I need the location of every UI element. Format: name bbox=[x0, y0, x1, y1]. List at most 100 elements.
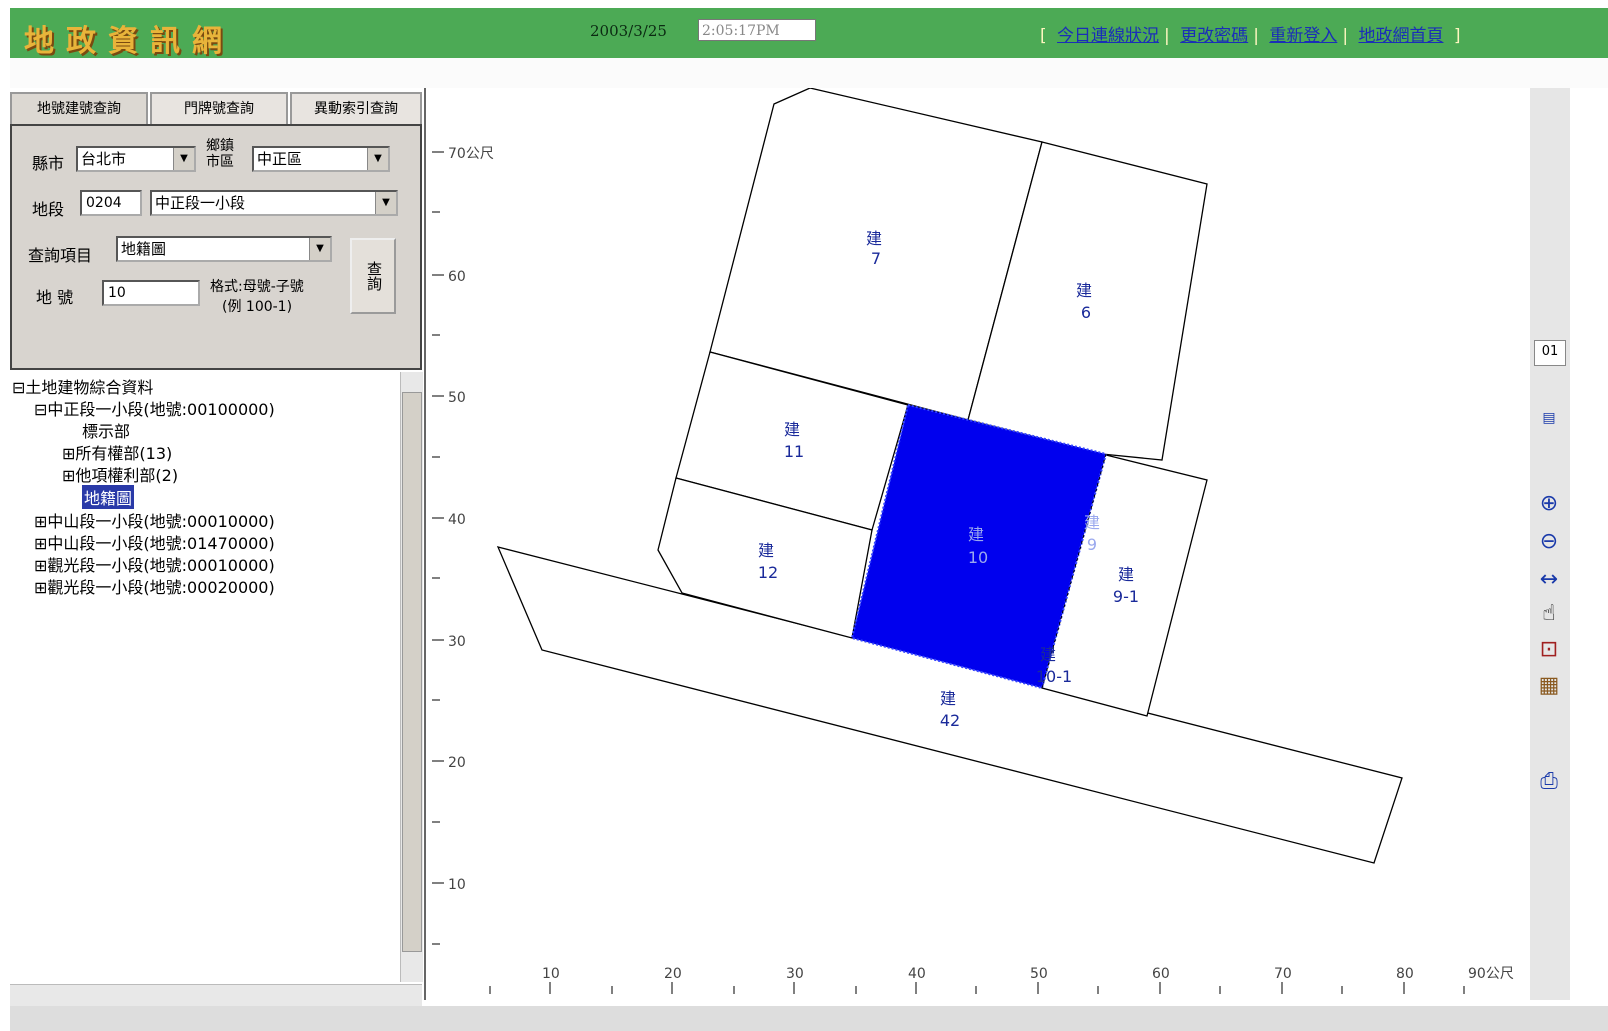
y-tick-label: 50 bbox=[448, 390, 466, 406]
pan-horizontal-icon[interactable]: ↔ bbox=[1539, 567, 1559, 592]
parcel-6[interactable] bbox=[967, 141, 1208, 461]
print-icon[interactable]: ⎙ bbox=[1540, 769, 1558, 794]
parcel-label-prefix: 建 bbox=[1084, 513, 1100, 532]
tree-root-label: 土地建物綜合資料 bbox=[25, 378, 154, 397]
link-relogin[interactable]: 重新登入 bbox=[1269, 26, 1338, 46]
tab-address-query[interactable]: 門牌號查詢 bbox=[150, 92, 288, 124]
parcel-label-number: 9 bbox=[1087, 535, 1097, 554]
parcel-number-label: 地 號 bbox=[36, 288, 74, 307]
section-label: 地段 bbox=[32, 200, 65, 219]
query-tabs: 地號建號查詢 門牌號查詢 異動索引查詢 bbox=[10, 92, 422, 126]
district-select-value: 中正區 bbox=[257, 150, 303, 168]
section-select[interactable]: 中正段一小段 ▼ bbox=[150, 190, 398, 216]
y-tick-label: 70公尺 bbox=[448, 146, 494, 162]
legend-icon[interactable]: ▤ bbox=[1542, 410, 1556, 426]
link-connection-status[interactable]: 今日連線狀況 bbox=[1057, 26, 1160, 46]
link-home[interactable]: 地政網首頁 bbox=[1358, 26, 1444, 46]
y-axis-ticks bbox=[432, 151, 444, 945]
map-toolbar: 01 ▤ ⊕ ⊖ ↔ ☝ ⊡ ▦ ⎙ bbox=[1530, 88, 1570, 1000]
parcel-number-input[interactable]: 10 bbox=[102, 280, 200, 306]
y-tick-label: 40 bbox=[448, 512, 466, 528]
tab-parcel-query[interactable]: 地號建號查詢 bbox=[10, 92, 148, 126]
status-bar bbox=[10, 1006, 1608, 1031]
x-tick-label: 20 bbox=[664, 966, 682, 982]
section-code-input[interactable]: 0204 bbox=[80, 190, 142, 216]
item-select[interactable]: 地籍圖 ▼ bbox=[116, 236, 332, 262]
chevron-down-icon: ▼ bbox=[375, 192, 396, 214]
y-tick-label: 20 bbox=[448, 755, 466, 771]
format-example: (例 100-1) bbox=[222, 299, 293, 315]
parcel-label-number: 11 bbox=[784, 442, 804, 461]
tree-node[interactable]: ⊟中正段一小段(地號:00100000) bbox=[34, 400, 275, 419]
tab-change-index-query[interactable]: 異動索引查詢 bbox=[290, 92, 422, 124]
header-bar: 地政資訊網 2003/3/25 2:05:17PM [ 今日連線狀況 | 更改密碼… bbox=[10, 8, 1608, 59]
chevron-down-icon: ▼ bbox=[309, 238, 330, 260]
cadastral-map[interactable]: 70公尺 60 50 40 30 20 10 10 20 30 40 50 60… bbox=[424, 87, 1532, 1000]
tree-node[interactable]: ⊞觀光段一小段(地號:00010000) bbox=[34, 556, 275, 575]
query-button[interactable]: 查詢 bbox=[350, 238, 396, 314]
parcel-label-prefix: 建 bbox=[866, 229, 882, 248]
parcel-label-number: 10 bbox=[968, 548, 988, 567]
header-links: [ 今日連線狀況 | 更改密碼 | 重新登入 | 地政網首頁 ] bbox=[1040, 26, 1461, 46]
parcel-label-number: 6 bbox=[1081, 303, 1091, 322]
tree-node[interactable]: ⊞中山段一小段(地號:01470000) bbox=[34, 534, 275, 553]
tree-node-label: 他項權利部(2) bbox=[75, 466, 179, 485]
current-date: 2003/3/25 bbox=[590, 22, 667, 40]
tree-leaf-label[interactable]: 標示部 bbox=[82, 422, 131, 441]
map-canvas: 70公尺 60 50 40 30 20 10 10 20 30 40 50 60… bbox=[432, 87, 1514, 994]
tree-node-label: 中山段一小段(地號:01470000) bbox=[47, 534, 275, 553]
tree-leaf-map-selected[interactable]: 地籍圖 bbox=[82, 485, 135, 509]
parcel-label-prefix: 建 bbox=[940, 689, 956, 708]
tree-root[interactable]: ⊟土地建物綜合資料 bbox=[12, 378, 154, 397]
zoom-in-icon[interactable]: ⊕ bbox=[1539, 491, 1559, 516]
scale-input[interactable]: 01 bbox=[1534, 340, 1566, 366]
tree-node-label: 中正段一小段(地號:00100000) bbox=[47, 400, 275, 419]
x-tick-label: 30 bbox=[786, 966, 804, 982]
city-label: 縣市 bbox=[32, 154, 65, 173]
x-axis-ticks bbox=[489, 982, 1465, 994]
x-tick-label: 10 bbox=[542, 966, 560, 982]
x-tick-label: 80 bbox=[1396, 966, 1414, 982]
chevron-down-icon: ▼ bbox=[367, 148, 388, 170]
tree-node-label: 中山段一小段(地號:00010000) bbox=[47, 512, 275, 531]
district-select[interactable]: 中正區 ▼ bbox=[252, 146, 390, 172]
scroll-thumb[interactable] bbox=[402, 392, 422, 952]
query-panel: 縣市 台北市 ▼ 鄉鎮市區 中正區 ▼ 地段 0204 中正段一小段 ▼ 查詢項… bbox=[10, 124, 422, 370]
tree-node-label: 觀光段一小段(地號:00010000) bbox=[47, 556, 275, 575]
tree-node[interactable]: ⊞所有權部(13) bbox=[62, 444, 173, 463]
y-tick-label: 60 bbox=[448, 269, 466, 285]
parcel-label-prefix: 建 bbox=[1118, 565, 1134, 584]
zoom-out-icon[interactable]: ⊖ bbox=[1539, 529, 1559, 554]
tree-node[interactable]: ⊞中山段一小段(地號:00010000) bbox=[34, 512, 275, 531]
x-tick-label: 50 bbox=[1030, 966, 1048, 982]
parcel-10-highlight[interactable] bbox=[850, 403, 1108, 690]
grid-icon[interactable]: ▦ bbox=[1538, 673, 1560, 698]
parcel-label-number: 12 bbox=[758, 563, 778, 582]
zoom-window-icon[interactable]: ⊡ bbox=[1539, 637, 1559, 662]
city-select-value: 台北市 bbox=[81, 150, 127, 168]
tree-node-label: 所有權部(13) bbox=[75, 444, 173, 463]
x-tick-label: 70 bbox=[1274, 966, 1292, 982]
city-select[interactable]: 台北市 ▼ bbox=[76, 146, 196, 172]
parcel-label-number: 9-1 bbox=[1113, 587, 1139, 606]
current-time-field: 2:05:17PM bbox=[698, 19, 816, 41]
tree-node[interactable]: ⊞他項權利部(2) bbox=[62, 466, 179, 485]
parcel-label-prefix: 建 bbox=[1076, 281, 1092, 300]
parcel-label-prefix: 建 bbox=[758, 541, 774, 560]
hand-icon[interactable]: ☝ bbox=[1542, 601, 1556, 626]
site-logo: 地政資訊網 bbox=[24, 24, 234, 59]
section-select-value: 中正段一小段 bbox=[155, 194, 246, 212]
parcel-label-prefix: 建 bbox=[968, 525, 984, 544]
parcel-label-prefix: 建 bbox=[1040, 645, 1056, 664]
tree-horizontal-scrollbar[interactable] bbox=[10, 984, 422, 1007]
parcel-label-prefix: 建 bbox=[784, 420, 800, 439]
tree-vertical-scrollbar[interactable] bbox=[400, 372, 423, 982]
data-tree: ⊟土地建物綜合資料 ⊟中正段一小段(地號:00100000) 標示部 ⊞所有權部… bbox=[10, 372, 400, 982]
x-tick-label: 40 bbox=[908, 966, 926, 982]
parcel-label-number: 7 bbox=[871, 249, 881, 268]
link-change-password[interactable]: 更改密碼 bbox=[1180, 26, 1249, 46]
tree-node[interactable]: ⊞觀光段一小段(地號:00020000) bbox=[34, 578, 275, 597]
tree-node-label: 觀光段一小段(地號:00020000) bbox=[47, 578, 275, 597]
parcel-12[interactable] bbox=[657, 477, 873, 639]
parcel-label-number: 42 bbox=[940, 711, 960, 730]
